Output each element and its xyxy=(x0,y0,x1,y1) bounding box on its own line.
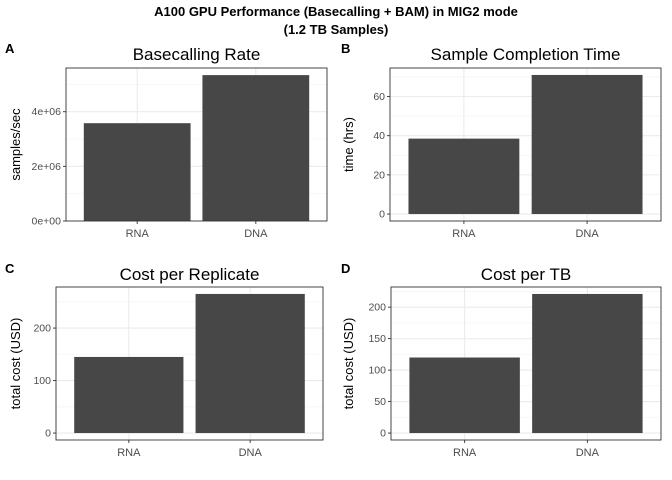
figure-title: A100 GPU Performance (Basecalling + BAM)… xyxy=(154,4,518,19)
bar-rna xyxy=(83,123,191,221)
panel-tag: B xyxy=(341,41,350,56)
x-tick-label: RNA xyxy=(452,228,476,240)
bar-rna xyxy=(408,138,520,215)
y-axis-label: samples/sec xyxy=(8,108,23,181)
panel-border xyxy=(389,67,662,222)
y-tick-label: 20 xyxy=(373,169,385,181)
panel-border xyxy=(390,286,662,441)
y-axis-label: time (hrs) xyxy=(341,117,356,172)
bar-rna xyxy=(409,357,520,434)
panel-title: Sample Completion Time xyxy=(431,45,621,64)
y-tick-label: 0 xyxy=(380,428,386,440)
y-axis-label: total cost (USD) xyxy=(341,318,356,410)
bar-dna xyxy=(531,74,643,215)
panel-tag: A xyxy=(5,41,15,56)
bar-dna xyxy=(532,293,643,434)
panel-tag: C xyxy=(5,261,15,276)
panel-title: Cost per TB xyxy=(481,265,571,284)
y-tick-label: 100 xyxy=(33,375,51,387)
y-tick-label: 200 xyxy=(33,323,51,335)
y-tick-label: 0 xyxy=(379,209,385,221)
y-tick-label: 0 xyxy=(45,428,51,440)
y-tick-label: 0e+00 xyxy=(32,216,62,228)
y-tick-label: 40 xyxy=(373,130,385,142)
x-tick-label: RNA xyxy=(126,228,150,240)
x-tick-label: DNA xyxy=(244,228,268,240)
y-tick-label: 60 xyxy=(373,91,385,103)
panel-title: Cost per Replicate xyxy=(120,265,260,284)
y-tick-label: 4e+06 xyxy=(32,106,62,118)
bar-dna xyxy=(195,293,305,434)
x-tick-label: RNA xyxy=(117,447,141,459)
figure-subtitle: (1.2 TB Samples) xyxy=(283,22,389,37)
bar-dna xyxy=(202,75,310,221)
x-tick-label: DNA xyxy=(575,228,599,240)
x-tick-label: RNA xyxy=(453,447,477,459)
y-tick-label: 150 xyxy=(368,333,386,345)
panel-a: 0e+00 2e+06 4e+06 RNA DNA Basecalling Rate Asa… xyxy=(5,41,328,240)
y-tick-label: 200 xyxy=(368,302,386,314)
y-axis-label: total cost (USD) xyxy=(8,318,23,410)
x-tick-label: DNA xyxy=(576,447,600,459)
panel-b: 0 20 40 60 RNA DNA Sample Completion Time Btime… xyxy=(341,41,662,240)
y-tick-label: 2e+06 xyxy=(32,161,62,173)
x-tick-label: DNA xyxy=(239,447,263,459)
panel-border xyxy=(55,286,324,441)
panel-tag: D xyxy=(341,261,350,276)
bar-rna xyxy=(74,356,184,434)
y-tick-label: 50 xyxy=(374,396,386,408)
panel-title: Basecalling Rate xyxy=(133,45,261,64)
panel-border xyxy=(65,67,328,222)
y-tick-label: 100 xyxy=(368,365,386,377)
